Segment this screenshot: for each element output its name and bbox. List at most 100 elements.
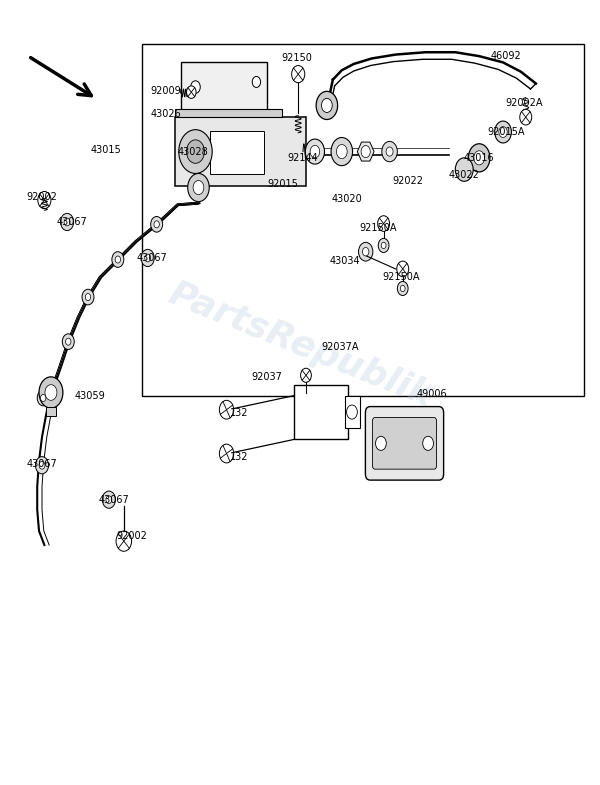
Circle shape [85, 294, 91, 301]
Text: 92002: 92002 [116, 531, 147, 542]
Text: 43034: 43034 [329, 256, 360, 266]
Text: 43020: 43020 [331, 194, 362, 203]
Bar [46, 407, 56, 416]
Text: 43015: 43015 [91, 145, 121, 155]
Circle shape [220, 444, 234, 463]
Circle shape [38, 192, 51, 209]
Circle shape [381, 243, 386, 249]
Text: 92009: 92009 [150, 86, 181, 96]
Text: 92015A: 92015A [487, 127, 525, 137]
Text: 43016: 43016 [464, 153, 494, 162]
Circle shape [191, 81, 200, 93]
Circle shape [469, 144, 490, 172]
Text: 92150: 92150 [281, 53, 313, 63]
Circle shape [377, 216, 389, 232]
Text: 92150A: 92150A [383, 272, 420, 282]
Circle shape [62, 334, 74, 349]
Circle shape [112, 252, 124, 268]
Circle shape [310, 145, 320, 158]
FancyBboxPatch shape [365, 407, 443, 480]
Bar [294, 385, 348, 440]
Bar [181, 61, 267, 112]
Text: 43028: 43028 [177, 147, 208, 156]
Text: 132: 132 [230, 451, 248, 462]
Circle shape [64, 218, 70, 226]
Circle shape [474, 151, 485, 165]
Circle shape [154, 221, 160, 228]
Text: 92015: 92015 [268, 180, 299, 189]
Circle shape [188, 173, 209, 202]
Circle shape [382, 141, 397, 162]
FancyBboxPatch shape [373, 418, 436, 469]
Circle shape [39, 462, 45, 469]
Text: 43022: 43022 [448, 170, 479, 180]
Text: 43067: 43067 [26, 459, 58, 469]
Circle shape [499, 126, 507, 137]
Circle shape [331, 137, 353, 166]
Bar [211, 131, 264, 174]
Text: 92002A: 92002A [505, 98, 543, 108]
Circle shape [305, 139, 325, 164]
Bar [345, 396, 360, 428]
Circle shape [494, 121, 511, 143]
Circle shape [193, 181, 204, 195]
Circle shape [37, 390, 49, 406]
Text: 43067: 43067 [98, 495, 129, 506]
Circle shape [386, 147, 393, 156]
Circle shape [179, 130, 212, 173]
Text: 92002: 92002 [26, 192, 58, 202]
Circle shape [378, 239, 389, 253]
Circle shape [337, 144, 347, 159]
Circle shape [41, 394, 46, 401]
Circle shape [316, 91, 338, 119]
Circle shape [115, 256, 121, 263]
Text: PartsRepublik: PartsRepublik [163, 277, 437, 414]
Text: 92150A: 92150A [359, 223, 397, 233]
Circle shape [61, 214, 74, 231]
Circle shape [347, 405, 358, 419]
Bar [142, 45, 584, 396]
Circle shape [106, 496, 112, 503]
Circle shape [423, 436, 433, 451]
Circle shape [187, 140, 205, 163]
Text: 43067: 43067 [56, 217, 87, 227]
Text: 92037: 92037 [252, 372, 283, 382]
Circle shape [376, 436, 386, 451]
Circle shape [520, 109, 532, 125]
Circle shape [103, 491, 115, 508]
Circle shape [39, 377, 63, 408]
Circle shape [141, 250, 154, 267]
Circle shape [292, 65, 305, 82]
Circle shape [301, 368, 311, 382]
Circle shape [397, 261, 409, 277]
Bar [175, 117, 306, 186]
Circle shape [361, 145, 370, 158]
Circle shape [397, 282, 408, 295]
Polygon shape [358, 142, 374, 161]
Text: 43067: 43067 [137, 253, 167, 263]
Circle shape [187, 86, 196, 98]
Circle shape [151, 217, 163, 232]
Text: 92022: 92022 [392, 177, 423, 186]
Circle shape [220, 400, 234, 419]
Circle shape [359, 243, 373, 261]
Text: 43026: 43026 [150, 109, 181, 119]
Circle shape [455, 158, 473, 181]
Circle shape [322, 98, 332, 112]
Text: 43059: 43059 [74, 392, 105, 401]
Circle shape [82, 289, 94, 305]
Text: 132: 132 [230, 408, 248, 418]
Circle shape [145, 254, 151, 262]
Text: 92037A: 92037A [322, 342, 359, 352]
Text: 49006: 49006 [416, 389, 447, 399]
Text: 46092: 46092 [491, 51, 521, 61]
Circle shape [400, 285, 405, 292]
Circle shape [362, 247, 369, 256]
Circle shape [65, 338, 71, 345]
Circle shape [116, 531, 131, 551]
Circle shape [35, 457, 49, 474]
Circle shape [252, 76, 260, 87]
Bar [175, 109, 282, 117]
Circle shape [45, 385, 57, 400]
Text: 92144: 92144 [287, 153, 319, 162]
